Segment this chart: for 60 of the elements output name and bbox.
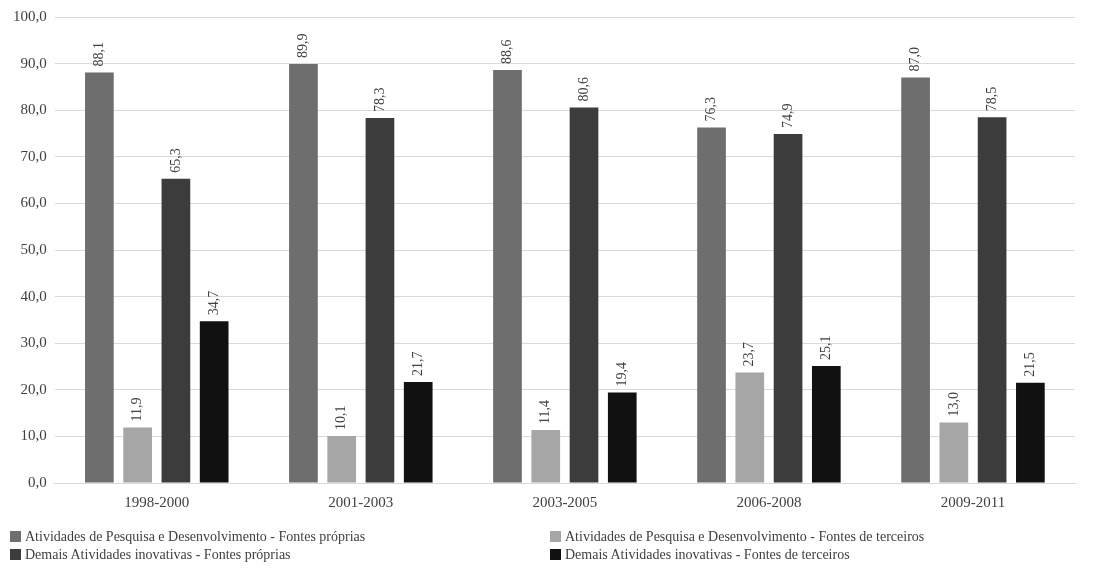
y-tick-label: 40,0 <box>20 287 47 304</box>
bar <box>901 77 930 483</box>
bar <box>403 381 433 483</box>
data-label: 80,6 <box>575 76 591 102</box>
y-tick-label: 30,0 <box>20 334 47 351</box>
legend-label: Demais Atividades inovativas - Fontes de terceiros <box>565 547 850 562</box>
y-tick-label: 60,0 <box>20 194 47 211</box>
data-label: 78,3 <box>371 87 387 113</box>
bar <box>939 422 969 483</box>
x-tick-label: 1998-2000 <box>124 493 190 510</box>
data-label: 87,0 <box>907 47 923 72</box>
legend-label: Demais Atividades inovativas - Fontes próprias <box>25 547 291 562</box>
bar <box>773 133 803 483</box>
y-tick-label: 90,0 <box>20 54 47 71</box>
data-label: 88,1 <box>91 41 107 67</box>
y-tick-label: 100,0 <box>13 7 47 24</box>
x-tick-label: 2003-2005 <box>532 493 598 510</box>
y-tick-label: 20,0 <box>20 380 47 397</box>
data-label: 76,3 <box>703 96 719 122</box>
data-label: 74,9 <box>779 103 795 128</box>
data-label: 11,4 <box>537 399 553 424</box>
bar <box>85 72 114 483</box>
bar <box>327 435 357 483</box>
bar <box>493 70 522 483</box>
x-tick-label: 2001-2003 <box>328 493 394 510</box>
data-label: 21,7 <box>409 351 425 376</box>
bar <box>531 429 561 483</box>
data-label: 25,1 <box>817 335 833 361</box>
legend-label: Atividades de Pesquisa e Desenvolvimento - Fontes próprias <box>25 529 366 544</box>
bar <box>365 118 395 483</box>
y-tick-label: 0,0 <box>28 473 47 490</box>
data-label: 19,4 <box>613 362 629 387</box>
bar <box>697 127 726 483</box>
bar <box>123 427 152 483</box>
y-tick-label: 80,0 <box>20 101 47 118</box>
data-label: 65,3 <box>167 148 183 173</box>
data-label: 21,5 <box>1022 352 1038 377</box>
data-label: 78,5 <box>983 86 999 112</box>
y-tick-label: 10,0 <box>20 427 47 444</box>
x-tick-label: 2009-2011 <box>940 493 1006 510</box>
data-label: 23,7 <box>741 342 757 367</box>
data-label: 88,6 <box>499 39 515 65</box>
bar <box>735 372 765 483</box>
bar <box>199 321 229 483</box>
data-label: 34,7 <box>205 290 221 316</box>
bar <box>811 366 841 483</box>
bar <box>161 178 191 483</box>
x-tick-label: 2006-2008 <box>736 493 802 510</box>
data-label: 89,9 <box>295 33 311 59</box>
bar <box>1016 382 1045 483</box>
data-label: 10,1 <box>333 405 349 430</box>
bar <box>569 107 599 483</box>
legend-label: Atividades de Pesquisa e Desenvolvimento - Fontes de terceiros <box>565 529 925 544</box>
bar <box>289 64 318 483</box>
bar <box>607 392 637 483</box>
data-label: 11,9 <box>129 397 145 422</box>
y-tick-label: 70,0 <box>20 147 47 164</box>
y-tick-label: 50,0 <box>20 240 47 257</box>
bar <box>977 117 1007 483</box>
data-label: 13,0 <box>945 391 961 417</box>
